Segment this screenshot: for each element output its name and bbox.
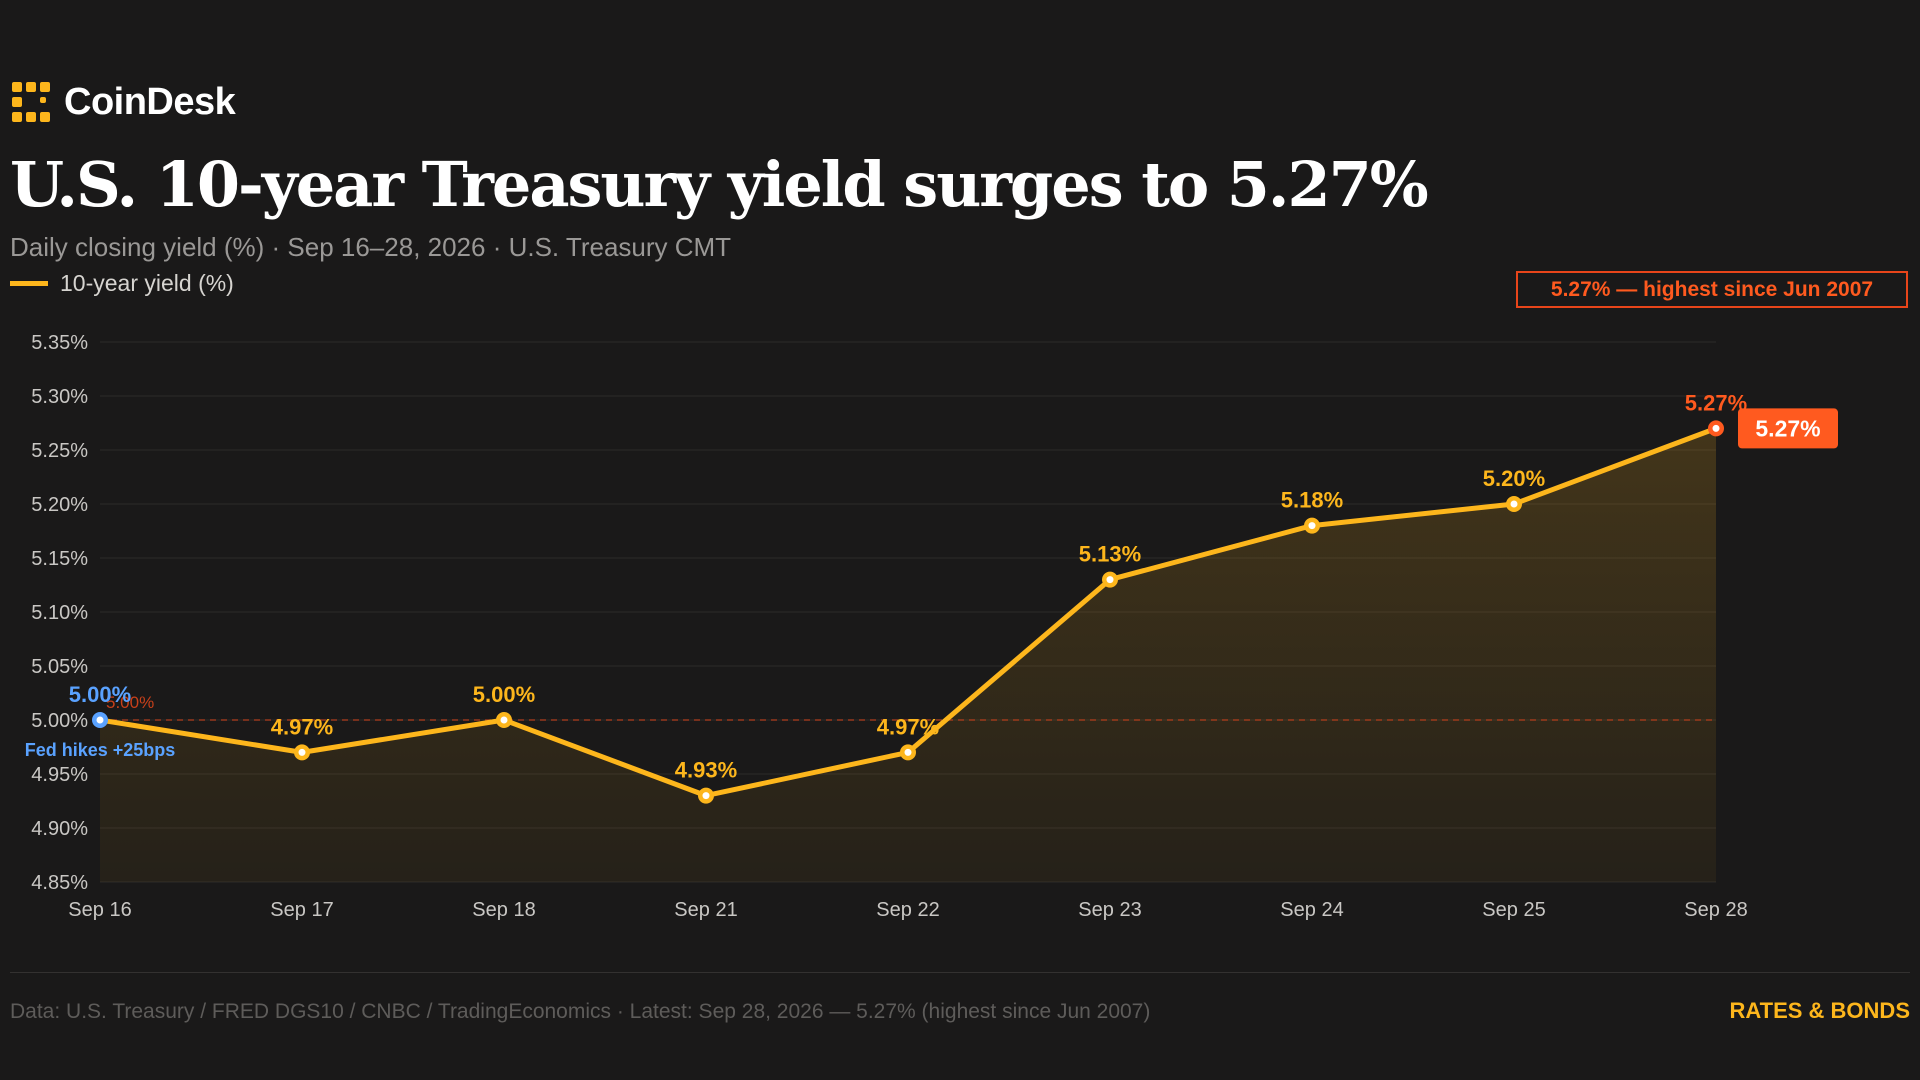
data-point-center [1712,424,1720,432]
data-point-center [702,792,710,800]
y-tick-label: 5.15% [31,548,88,570]
fed-hike-annotation: Fed hikes +25bps [25,740,176,760]
y-tick-label: 5.20% [31,494,88,516]
data-label: 5.00% [473,682,535,707]
data-label: 5.27% [1685,390,1747,415]
y-tick-label: 4.90% [31,818,88,840]
end-value-badge [1738,408,1838,449]
area-fill [100,428,1716,882]
x-tick-label: Sep 21 [674,899,737,921]
end-value-badge-label: 5.27% [1755,415,1820,441]
reference-line-label: 5.00% [106,693,154,712]
y-tick-label: 4.85% [31,872,88,894]
data-label: 5.18% [1281,488,1343,513]
y-tick-label: 5.10% [31,602,88,624]
data-label: 5.20% [1483,466,1545,491]
data-point-center [1106,576,1114,584]
brand-name: CoinDesk [64,80,236,123]
x-tick-label: Sep 16 [68,899,131,921]
y-tick-label: 4.95% [31,764,88,786]
record-callout: 5.27% — highest since Jun 2007 [1516,271,1908,308]
data-point-center [904,748,912,756]
legend-label: 10-year yield (%) [60,270,234,296]
data-label: 4.97% [877,714,939,739]
data-point-center [298,748,306,756]
legend-swatch [10,281,48,286]
data-point-center [1510,500,1518,508]
y-tick-label: 5.00% [31,710,88,732]
x-tick-label: Sep 18 [472,899,535,921]
x-tick-label: Sep 17 [270,899,333,921]
footer-source: Data: U.S. Treasury / FRED DGS10 / CNBC … [10,1000,1151,1023]
x-tick-label: Sep 23 [1078,899,1141,921]
data-point-center [500,716,508,724]
coindesk-logo-icon [12,82,50,122]
x-tick-label: Sep 28 [1684,899,1747,921]
x-tick-label: Sep 22 [876,899,939,921]
data-label: 4.93% [675,758,737,783]
x-tick-label: Sep 24 [1280,899,1343,921]
footer-divider [10,972,1910,973]
chart-title: U.S. 10-year Treasury yield surges to 5.… [10,148,1429,221]
y-tick-label: 5.30% [31,386,88,408]
y-tick-label: 5.35% [31,332,88,354]
brand: CoinDesk [10,80,236,124]
y-tick-label: 5.05% [31,656,88,678]
chart-subtitle: Daily closing yield (%) · Sep 16–28, 202… [10,232,732,262]
data-point-center [96,716,104,724]
section-tag: RATES & BONDS [1729,998,1911,1023]
legend: 10-year yield (%) [10,270,234,297]
data-label: 5.00% [69,682,131,707]
x-tick-label: Sep 25 [1482,899,1545,921]
data-label: 4.97% [271,714,333,739]
line-chart: 5.00% 5.00% 4.97% 5.00% 4.93% 4.97% 5.13% 5.18… [25,332,1838,921]
y-tick-label: 5.25% [31,440,88,462]
data-label: 5.13% [1079,542,1141,567]
data-point-center [1308,522,1316,530]
